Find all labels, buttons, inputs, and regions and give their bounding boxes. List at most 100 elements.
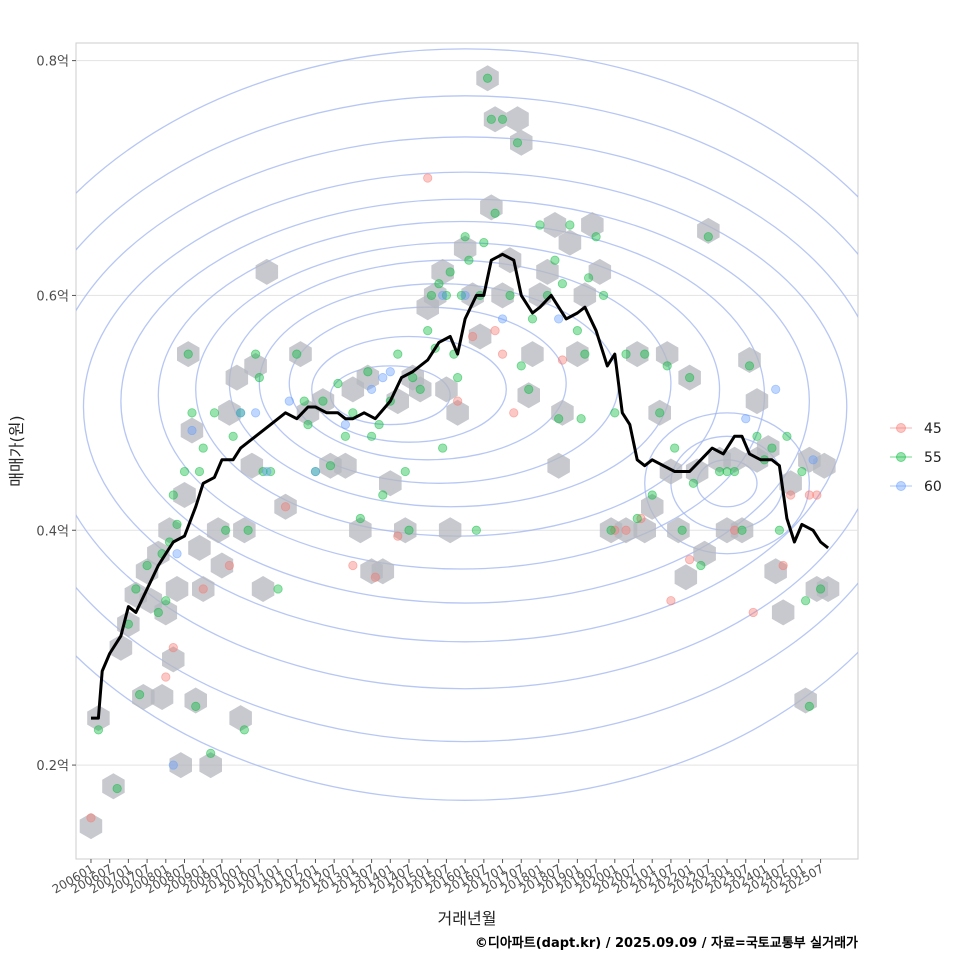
scatter-point-55 xyxy=(378,490,388,500)
hexbin xyxy=(165,576,189,602)
scatter-point-45 xyxy=(280,502,291,512)
scatter-point-55 xyxy=(299,396,309,406)
contour-line xyxy=(76,136,858,690)
hexbin xyxy=(738,347,761,373)
scatter-point-55 xyxy=(655,408,665,418)
hexbin xyxy=(289,341,312,368)
scatter-point-45 xyxy=(610,525,620,535)
scatter-point-55 xyxy=(584,273,594,283)
scatter-point-55 xyxy=(801,596,811,606)
scatter-point-55 xyxy=(752,431,762,441)
hexbin xyxy=(158,517,181,544)
scatter-point-55 xyxy=(318,396,328,406)
scatter-point-55 xyxy=(292,349,302,359)
hexbin xyxy=(506,106,529,133)
legend-key-point xyxy=(896,481,906,491)
hexbin xyxy=(813,452,836,479)
scatter-point-45 xyxy=(161,672,171,682)
hexbin-layer xyxy=(79,65,840,840)
scatter-point-55 xyxy=(714,466,725,477)
hexbin xyxy=(233,517,256,544)
hexbin xyxy=(581,212,604,238)
scatter-point-60 xyxy=(262,466,272,477)
hexbin xyxy=(109,634,133,661)
hexbin xyxy=(177,341,200,368)
y-tick-label: 0.4억 xyxy=(36,524,69,539)
scatter-point-45 xyxy=(685,555,695,565)
hexbin xyxy=(779,470,802,497)
scatter-point-55 xyxy=(453,373,463,383)
hexbin xyxy=(659,458,683,485)
scatter-point-55 xyxy=(221,525,231,535)
scatter-point-55 xyxy=(243,525,253,535)
median-line xyxy=(91,252,830,720)
scatter-point-45 xyxy=(729,525,740,535)
scatter-point-55 xyxy=(479,237,489,248)
scatter-point-55 xyxy=(355,513,365,524)
hexbin xyxy=(678,364,701,391)
scatter-point-55 xyxy=(112,783,122,794)
scatter-point-55 xyxy=(408,373,418,383)
hexbin xyxy=(730,517,754,544)
hexbin xyxy=(173,482,196,508)
hexbin xyxy=(517,382,540,409)
hexbin xyxy=(394,517,417,544)
hexbin xyxy=(244,352,267,379)
scatter-point-45 xyxy=(621,525,631,535)
hexbin xyxy=(655,341,679,368)
scatter-point-55 xyxy=(441,290,452,301)
scatter-point-55 xyxy=(688,478,698,488)
y-axis: 0.2억 0.4억 0.6억 0.8억 xyxy=(36,55,76,774)
scatter-point-55 xyxy=(516,361,526,371)
median-line-layer xyxy=(91,252,830,720)
hexbin xyxy=(435,376,458,403)
hexbin xyxy=(626,341,649,368)
hexbin xyxy=(491,282,514,309)
hexbin xyxy=(536,258,559,285)
scatter-point-55 xyxy=(486,114,496,124)
scatter-point-45 xyxy=(786,490,796,500)
scatter-point-45 xyxy=(224,560,235,571)
hexbin xyxy=(685,458,709,485)
hexbin xyxy=(543,212,567,238)
scatter-point-55 xyxy=(153,607,163,618)
scatter-point-45 xyxy=(86,813,96,823)
scatter-point-55 xyxy=(194,466,205,477)
scatter-point-55 xyxy=(621,349,631,359)
scatter-point-60 xyxy=(340,419,350,430)
scatter-point-55 xyxy=(632,513,642,524)
scatter-point-55 xyxy=(400,466,410,477)
scatter-point-45 xyxy=(812,490,822,500)
scatter-point-55 xyxy=(744,361,755,371)
scatter-point-55 xyxy=(161,596,171,606)
scatter-point-45 xyxy=(636,513,646,524)
hexbin xyxy=(614,517,638,544)
scatter-point-45 xyxy=(198,584,208,594)
scatter-point-55 xyxy=(333,378,343,389)
scatter-point-45 xyxy=(778,560,788,571)
scatter-point-60 xyxy=(187,425,197,436)
scatter-point-60 xyxy=(366,384,377,394)
contour-line xyxy=(82,171,848,643)
scatter-point-55 xyxy=(606,525,616,535)
scatter-point-55 xyxy=(640,349,650,359)
hexbin xyxy=(558,229,582,256)
scatter-point-55 xyxy=(580,349,590,359)
scatter-point-45 xyxy=(804,490,814,500)
hexbin xyxy=(349,517,372,544)
scatter-point-55 xyxy=(258,466,268,477)
scatter-point-55 xyxy=(471,525,481,535)
scatter-point-55 xyxy=(228,431,238,441)
scatter-points xyxy=(86,73,826,823)
scatter-point-55 xyxy=(131,584,141,594)
hexbin xyxy=(510,129,533,156)
scatter-point-55 xyxy=(610,408,620,418)
scatter-point-55 xyxy=(696,560,706,571)
hexbin xyxy=(229,705,252,732)
legend-key-point xyxy=(896,423,906,433)
hexbin xyxy=(641,493,664,520)
scatter-point-55 xyxy=(550,255,560,265)
scatter-point-55 xyxy=(239,725,249,735)
scatter-point-55 xyxy=(662,361,672,371)
scatter-point-60 xyxy=(438,290,448,301)
